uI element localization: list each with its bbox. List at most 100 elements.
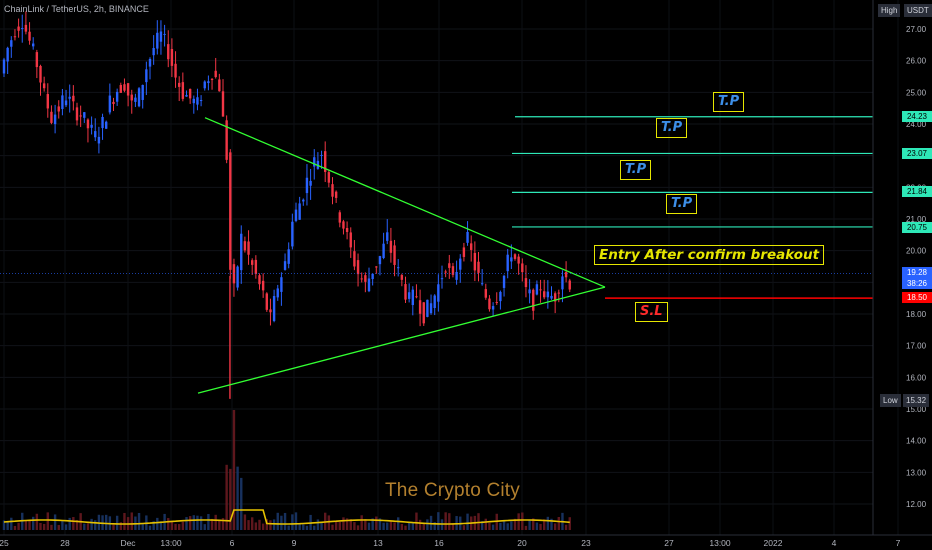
high-badge: High <box>878 4 901 17</box>
volume-bar <box>411 522 414 530</box>
candle-body <box>349 232 352 248</box>
volume-bar <box>156 517 159 530</box>
volume-layer <box>2 410 571 530</box>
candle-body <box>320 154 323 156</box>
volume-bar <box>342 517 345 530</box>
volume-bar <box>302 524 305 530</box>
volume-bar <box>276 512 279 530</box>
candle-body <box>371 273 374 280</box>
candle-body <box>240 233 243 271</box>
candle-body <box>448 263 451 268</box>
candle-body <box>115 91 119 102</box>
volume-bar <box>539 523 542 530</box>
candle-body <box>480 283 484 285</box>
volume-bar <box>174 523 177 530</box>
volume-bar <box>188 516 192 530</box>
volume-bar <box>349 519 352 530</box>
entry-annotation[interactable]: Entry After confirm breakout <box>594 245 825 265</box>
volume-bar <box>353 522 356 530</box>
take-profit-label-4[interactable]: T.P <box>713 92 745 112</box>
candle-body <box>513 254 517 259</box>
candle-body <box>342 221 345 229</box>
candle-body <box>334 191 338 198</box>
volume-bar <box>24 521 28 530</box>
candle-body <box>564 272 568 278</box>
volume-bar <box>225 464 228 530</box>
volume-bar <box>513 518 517 530</box>
low-badge: Low <box>880 394 901 407</box>
price-tick-label: 25.00 <box>906 88 927 97</box>
candle-body <box>167 44 170 60</box>
time-tick-label: 23 <box>581 538 591 548</box>
volume-bar <box>564 524 568 530</box>
take-profit-label-1[interactable]: T.P <box>666 194 698 214</box>
stop-price-tag: 18.50 <box>902 292 932 303</box>
volume-bar <box>491 524 495 530</box>
time-tick-label: 25 <box>0 538 9 548</box>
candle-body <box>524 278 528 288</box>
candle-body <box>207 81 210 84</box>
volume-bar <box>251 517 254 530</box>
volume-bar <box>167 518 170 530</box>
candle-body <box>156 32 159 49</box>
time-tick-label: 4 <box>832 538 837 548</box>
volume-bar <box>407 523 411 530</box>
candles-layer <box>2 11 571 399</box>
volume-bar <box>94 520 97 530</box>
volume-bar <box>181 521 185 530</box>
candle-body <box>353 251 356 267</box>
volume-bar <box>254 522 258 530</box>
candle-body <box>148 58 152 67</box>
candle-body <box>251 260 254 265</box>
candle-body <box>386 232 389 241</box>
time-axis[interactable]: 25 28 Dec 13:00 6 9 13 16 20 23 27 13:00 2022 4 7 <box>0 534 932 548</box>
candle-body <box>415 296 418 298</box>
candle-body <box>528 289 531 294</box>
volume-bar <box>298 523 301 530</box>
price-tick-label: 27.00 <box>906 25 927 34</box>
candle-body <box>568 280 571 290</box>
volume-bar <box>557 516 560 530</box>
currency-badge[interactable]: USDT <box>904 4 932 17</box>
candle-body <box>229 152 232 270</box>
volume-bar <box>364 519 367 530</box>
candle-body <box>188 88 192 99</box>
candle-body <box>123 84 126 91</box>
take-profit-label-2[interactable]: T.P <box>620 160 652 180</box>
volume-bar <box>393 522 396 530</box>
candle-body <box>488 298 491 310</box>
candle-body <box>382 243 385 259</box>
volume-bar <box>378 518 382 530</box>
price-tick-label: 24.00 <box>906 120 927 129</box>
triangle-lower-line <box>197 286 606 394</box>
take-profit-label-3[interactable]: T.P <box>656 118 688 138</box>
candle-body <box>258 275 261 285</box>
candle-body <box>440 278 444 280</box>
candle-body <box>39 65 42 83</box>
stop-loss-label[interactable]: S.L <box>635 302 668 322</box>
candle-body <box>261 280 265 291</box>
candle-body <box>510 257 513 262</box>
volume-bar <box>543 519 546 530</box>
candle-body <box>225 120 228 160</box>
candle-body <box>331 184 334 197</box>
candle-body <box>112 101 115 105</box>
candle-body <box>426 299 429 317</box>
volume-bar <box>272 519 276 530</box>
candle-body <box>101 116 104 129</box>
volume-bar <box>196 515 199 530</box>
candle-body <box>2 59 6 74</box>
volume-bar <box>170 521 174 530</box>
candle-body <box>466 231 469 243</box>
volume-bar <box>375 516 378 530</box>
drawing-layer[interactable] <box>0 116 873 394</box>
candle-body <box>294 209 298 221</box>
volume-bar <box>283 512 287 530</box>
candle-body <box>21 28 24 30</box>
time-tick-label: 2022 <box>764 538 783 548</box>
candle-body <box>199 100 203 102</box>
volume-bar <box>119 522 122 530</box>
volume-bar <box>451 524 455 530</box>
candle-body <box>327 172 331 183</box>
